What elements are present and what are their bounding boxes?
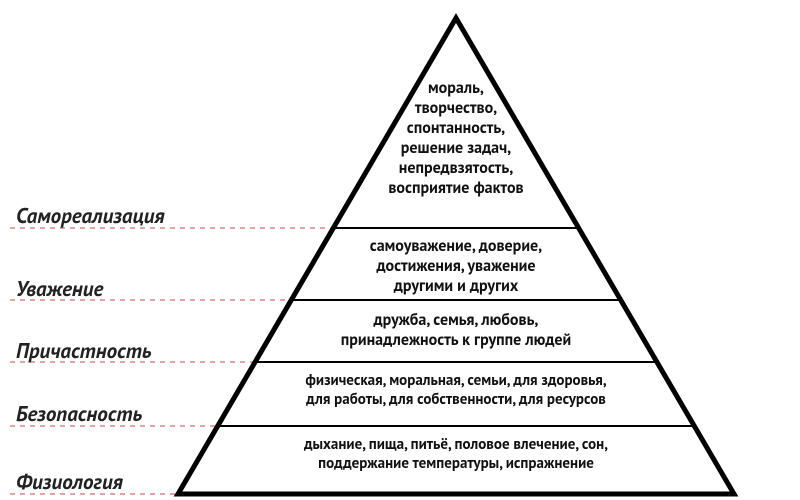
level-description-4: дыхание, пища, питьё, половое влечение, … [206,436,706,474]
level-label-1: Уважение [16,275,103,302]
level-label-4: Физиология [16,468,123,495]
level-label-3: Безопасность [16,400,142,427]
level-description-0: мораль,творчество,спонтанность,решение з… [341,78,571,198]
level-label-0: Самореализация [16,202,165,229]
level-description-2: дружба, семья, любовь,принадлежность к г… [286,310,626,350]
level-description-3: физическая, моральная, семьи, для здоров… [236,372,676,410]
pyramid-stage: Самореализация Уважение Причастность Безопа… [0,0,800,500]
level-label-2: Причастность [16,337,152,364]
level-description-1: самоуважение, доверие,достижения, уважен… [306,236,606,296]
